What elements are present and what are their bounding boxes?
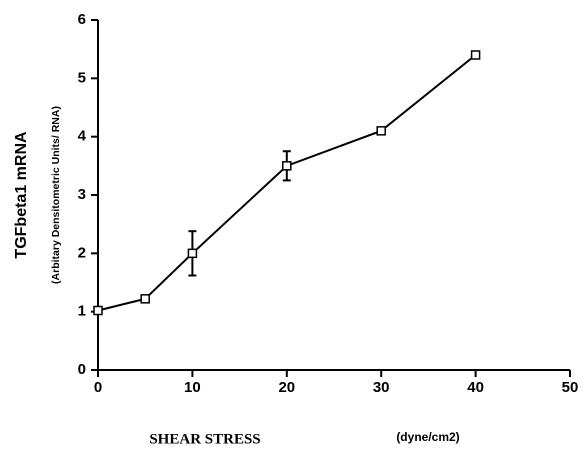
marker [187, 248, 198, 259]
x-tick-label: 40 [467, 379, 484, 396]
marker [376, 126, 386, 136]
y-tick-label: 1 [78, 303, 86, 320]
y-tick-label: 2 [78, 244, 86, 261]
x-tick-label: 10 [184, 379, 201, 396]
y-tick-label: 4 [78, 128, 87, 145]
y-axis-sublabel: (Arbitary Densitometric Units/ RNA) [50, 106, 62, 284]
marker [470, 50, 481, 60]
y-tick-label: 0 [78, 361, 86, 378]
y-tick-label: 3 [78, 186, 86, 203]
x-tick-label: 50 [562, 379, 579, 396]
x-tick-label: 0 [94, 379, 102, 396]
x-tick-label: 20 [278, 379, 295, 396]
y-tick-label: 5 [78, 69, 86, 86]
line [97, 54, 477, 312]
x-tick-label: 30 [373, 379, 390, 396]
y-axis-label: TGFbeta1 mRNA [13, 131, 30, 259]
marker [93, 305, 103, 316]
x-axis-label: SHEAR STRESS [149, 431, 260, 447]
x-axis-units: (dyne/cm2) [396, 430, 459, 444]
y-tick-label: 6 [78, 11, 86, 28]
marker [140, 294, 150, 304]
marker [282, 161, 292, 171]
